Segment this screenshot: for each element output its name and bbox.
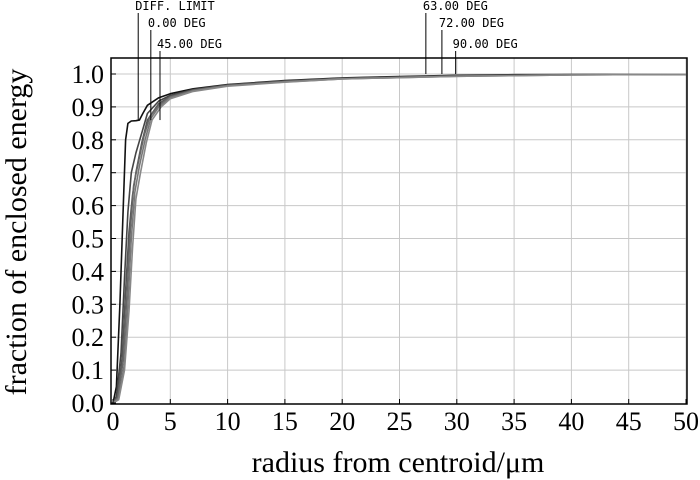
x-axis-label: radius from centroid/μm — [252, 446, 545, 479]
x-tick-label: 30 — [444, 407, 470, 436]
x-tick-label: 15 — [272, 407, 298, 436]
annotation-label: DIFF. LIMIT — [135, 0, 214, 13]
axis-ticks: 0 5 10 15 20 25 30 35 40 45 50 0.0 0.1 0.2 0.3 0.4 0.5 0.… — [72, 60, 700, 436]
annotation-label: 63.00 DEG — [423, 0, 488, 13]
y-tick-label: 0.1 — [72, 356, 105, 385]
y-tick-label: 0.8 — [72, 126, 105, 155]
annotation-label: 0.00 DEG — [148, 16, 206, 30]
x-tick-label: 20 — [329, 407, 355, 436]
x-tick-label: 0 — [107, 407, 120, 436]
y-tick-label: 0.7 — [72, 159, 105, 188]
y-tick-label: 0.9 — [72, 93, 105, 122]
x-tick-label: 50 — [673, 407, 699, 436]
y-tick-label: 0.4 — [72, 257, 105, 286]
annotation-label: 45.00 DEG — [157, 37, 222, 51]
x-tick-label: 5 — [164, 407, 177, 436]
x-tick-label: 10 — [215, 407, 241, 436]
y-tick-label: 0.6 — [72, 192, 105, 221]
grid-lines — [111, 58, 687, 404]
y-tick-label: 0.2 — [72, 323, 105, 352]
y-tick-label: 1.0 — [72, 60, 105, 89]
x-tick-label: 45 — [616, 407, 642, 436]
x-tick-label: 40 — [558, 407, 584, 436]
y-tick-label: 0.5 — [72, 225, 105, 254]
annotation-label: 72.00 DEG — [439, 16, 504, 30]
x-tick-label: 35 — [501, 407, 527, 436]
series-line-90-00-deg — [112, 73, 687, 404]
y-tick-label: 0.3 — [72, 290, 105, 319]
y-axis-label: fraction of enclosed energy — [0, 69, 33, 396]
series-annotations: DIFF. LIMIT 0.00 DEG 45.00 DEG 63.00 DEG 72.… — [135, 0, 518, 121]
annotation-label: 90.00 DEG — [453, 37, 518, 51]
x-tick-label: 25 — [387, 407, 413, 436]
series-lines — [112, 73, 687, 404]
y-tick-label: 0.0 — [72, 389, 105, 418]
